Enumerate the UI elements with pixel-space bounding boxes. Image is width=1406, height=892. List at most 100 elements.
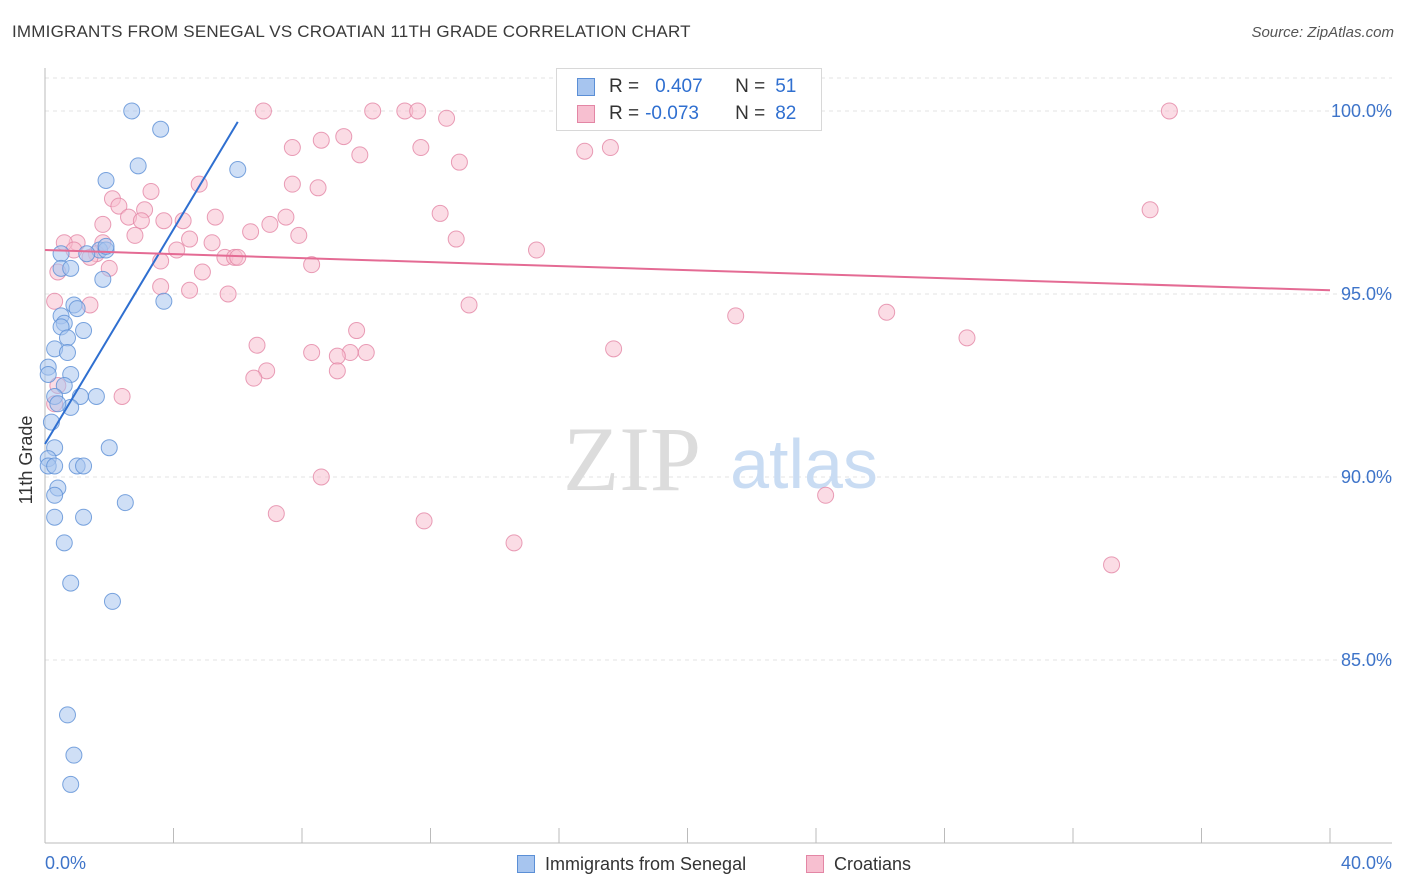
croatian-point: [335, 128, 353, 146]
croatian-point: [142, 182, 160, 200]
croatian-point: [348, 322, 366, 340]
bottom-legend-swatch-croatian: [806, 855, 824, 873]
senegal-point: [39, 365, 57, 383]
croatian-point: [447, 230, 465, 248]
legend-row-senegal: R = 0.407 N = 51: [577, 74, 796, 100]
senegal-point: [129, 157, 147, 175]
senegal-point: [75, 508, 93, 526]
croatian-point: [168, 241, 186, 259]
senegal-point: [123, 102, 141, 120]
y-tick-label: 95.0%: [1341, 284, 1392, 304]
axes: [44, 68, 1392, 844]
croatian-point: [267, 505, 285, 523]
chart-title: IMMIGRANTS FROM SENEGAL VS CROATIAN 11TH…: [12, 22, 691, 41]
croatian-point: [113, 387, 131, 405]
croatian-point: [110, 197, 128, 215]
croatian-point: [242, 223, 260, 241]
croatian-point: [351, 146, 369, 164]
senegal-point: [87, 387, 105, 405]
trend-lines: [44, 121, 1331, 445]
croatian-point: [152, 278, 170, 296]
grid: [45, 77, 1392, 661]
x-tick-label-min: 0.0%: [45, 853, 86, 873]
senegal-point: [62, 259, 80, 277]
senegal-point: [75, 322, 93, 340]
croatian-point: [303, 256, 321, 274]
croatian-point: [312, 131, 330, 149]
source-label: Source: ZipAtlas.com: [1251, 24, 1394, 41]
croatian-point: [328, 347, 346, 365]
senegal-point: [152, 120, 170, 138]
croatian-point: [605, 340, 623, 358]
bottom-legend-senegal: Immigrants from Senegal: [517, 850, 746, 878]
senegal-point: [103, 592, 121, 610]
bottom-legend-label-croatian: Croatians: [834, 853, 912, 874]
croatian-point: [203, 234, 221, 252]
croatian-point: [46, 292, 64, 310]
senegal-point: [97, 237, 115, 255]
croatian-point: [817, 486, 835, 504]
croatian-point: [878, 303, 896, 321]
senegal-point: [116, 494, 134, 512]
senegal-point: [100, 439, 118, 457]
croatian-point: [528, 241, 546, 259]
senegal-trend-line: [44, 121, 239, 445]
senegal-point: [46, 508, 64, 526]
senegal-point: [52, 245, 70, 263]
croatian-point: [601, 139, 619, 157]
legend-row-croatian: R = -0.073 N = 82: [577, 101, 796, 127]
legend-swatch-senegal: [577, 78, 595, 96]
senegal-point: [78, 245, 96, 263]
legend-n-label: N =: [735, 103, 766, 124]
senegal-points: [39, 102, 247, 793]
axis-labels: 85.0% 90.0% 95.0% 100.0% 0.0% 40.0% 11th Grade: [16, 101, 1392, 873]
croatian-point: [258, 362, 276, 380]
croatian-point: [193, 263, 211, 281]
senegal-point: [58, 344, 76, 362]
legend-r-label: R =: [609, 76, 640, 97]
croatian-point: [1160, 102, 1178, 120]
croatian-point: [364, 102, 382, 120]
croatian-point: [412, 139, 430, 157]
croatian-point: [155, 212, 173, 230]
croatian-point: [328, 362, 346, 380]
croatian-point: [415, 512, 433, 530]
croatian-trend-line: [44, 249, 1331, 292]
croatian-point: [1103, 556, 1121, 574]
croatian-point: [219, 285, 237, 303]
senegal-point: [58, 706, 76, 724]
croatian-point: [309, 179, 327, 197]
croatian-point: [277, 208, 295, 226]
croatian-point: [245, 369, 263, 387]
croatian-point: [450, 153, 468, 171]
legend-n-value: 51: [775, 76, 797, 97]
croatian-point: [505, 534, 523, 552]
legend-r-label: R =: [609, 103, 640, 124]
croatian-point: [958, 329, 976, 347]
watermark: ZIP atlas: [563, 408, 878, 510]
croatian-point: [312, 468, 330, 486]
legend-swatch-croatian: [577, 105, 595, 123]
watermark-zip: ZIP: [563, 408, 701, 510]
croatian-point: [283, 139, 301, 157]
senegal-point: [55, 376, 73, 394]
senegal-point: [46, 486, 64, 504]
croatian-point: [460, 296, 478, 314]
y-tick-label: 85.0%: [1341, 650, 1392, 670]
stats-legend: R = 0.407 N = 51 R = -0.073 N = 82: [556, 68, 822, 131]
senegal-point: [49, 395, 67, 413]
senegal-point: [46, 457, 64, 475]
croatian-point: [290, 226, 308, 244]
croatian-point: [1141, 201, 1159, 219]
legend-n-value: 82: [775, 103, 797, 124]
bottom-legend-label-senegal: Immigrants from Senegal: [545, 853, 747, 874]
croatian-point: [438, 109, 456, 127]
legend-n-label: N =: [735, 76, 766, 97]
croatian-point: [181, 281, 199, 299]
croatian-point: [303, 344, 321, 362]
senegal-point: [94, 270, 112, 288]
croatian-point: [431, 204, 449, 222]
croatian-point: [126, 226, 144, 244]
y-tick-label: 100.0%: [1331, 101, 1392, 121]
